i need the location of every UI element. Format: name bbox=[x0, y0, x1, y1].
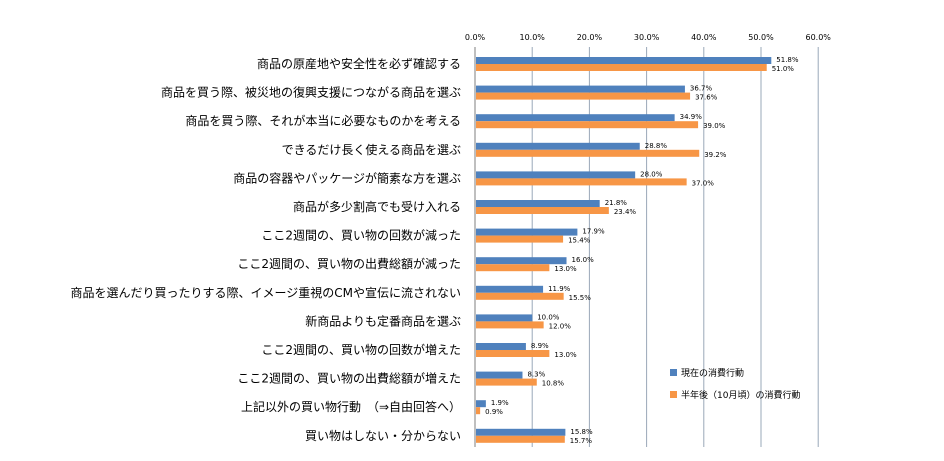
data-label-future: 15.7% bbox=[570, 437, 593, 445]
bar-future bbox=[476, 207, 609, 214]
bar-future bbox=[476, 149, 700, 157]
category-label: ここ2週間の、買い物の出費総額が減った bbox=[237, 256, 461, 271]
x-tick-label: 40.0% bbox=[691, 33, 717, 42]
bar-future bbox=[476, 378, 537, 386]
x-tick-label: 60.0% bbox=[805, 33, 831, 42]
category-label: 商品を買う際、それが本当に必要なものかを考える bbox=[185, 113, 461, 128]
category-label: 商品が多少割高でも受け入れる bbox=[293, 199, 461, 214]
legend-label-current: 現在の消費行動 bbox=[681, 367, 744, 379]
x-tick-label: 30.0% bbox=[634, 33, 660, 42]
bar-current bbox=[476, 257, 567, 265]
data-label-current: 1.9% bbox=[491, 399, 509, 407]
data-label-future: 37.6% bbox=[695, 94, 718, 102]
data-label-current: 28.8% bbox=[645, 142, 668, 150]
data-label-current: 8.9% bbox=[531, 342, 549, 350]
bar-future bbox=[476, 435, 565, 443]
data-labels: 51.8%51.0% 36.7%37.6% 34.9%39.0% 28.8% 39.2%… bbox=[485, 56, 799, 445]
category-label: ここ2週間の、買い物の回数が増えた bbox=[261, 342, 461, 357]
data-label-future: 10.8% bbox=[542, 380, 565, 388]
bar-future bbox=[476, 92, 691, 100]
bar-future bbox=[476, 264, 550, 272]
category-label: 上記以外の買い物行動 （⇒自由回答へ） bbox=[241, 399, 461, 414]
bar-current bbox=[476, 114, 675, 122]
legend-label-future: 半年後（10月頃）の消費行動 bbox=[681, 389, 800, 401]
data-label-current: 34.9% bbox=[680, 113, 703, 121]
data-label-current: 11.9% bbox=[548, 285, 571, 293]
bar-current bbox=[476, 142, 640, 150]
category-label: 商品の容器やパッケージが簡素な方を選ぶ bbox=[233, 170, 461, 185]
bar-current bbox=[476, 228, 578, 236]
category-label: 買い物はしない・分からない bbox=[305, 429, 461, 443]
bar-current bbox=[476, 428, 566, 436]
data-label-current: 16.0% bbox=[572, 256, 595, 264]
bar-future bbox=[476, 321, 544, 329]
data-label-current: 17.9% bbox=[582, 228, 605, 236]
bar-future bbox=[476, 178, 687, 186]
x-tick-label: 50.0% bbox=[748, 33, 774, 42]
bar-current bbox=[476, 343, 526, 350]
bar-current bbox=[476, 200, 600, 207]
category-labels: 商品の原産地や安全性を必ず確認する商品を買う際、被災地の復興支援につながる商品を… bbox=[71, 56, 462, 443]
data-label-future: 15.4% bbox=[568, 237, 591, 245]
legend: 現在の消費行動 半年後（10月頃）の消費行動 bbox=[670, 367, 800, 401]
data-label-future: 13.0% bbox=[554, 351, 577, 359]
data-label-future: 23.4% bbox=[614, 208, 637, 216]
x-tick-label: 0.0% bbox=[465, 33, 486, 42]
data-label-future: 15.5% bbox=[569, 294, 592, 302]
bar-current bbox=[476, 371, 523, 379]
grid-lines bbox=[474, 47, 819, 447]
bar-future bbox=[476, 235, 564, 243]
bar-current bbox=[476, 285, 544, 293]
category-label: ここ2週間の、買い物の出費総額が増えた bbox=[237, 371, 461, 386]
category-label: ここ2週間の、買い物の回数が減った bbox=[261, 228, 461, 243]
data-label-future: 51.0% bbox=[772, 65, 795, 73]
x-tick-label: 10.0% bbox=[519, 33, 545, 42]
category-label: 商品の原産地や安全性を必ず確認する bbox=[257, 56, 461, 71]
bar-current bbox=[476, 400, 486, 408]
category-label: 新商品よりも定番商品を選ぶ bbox=[305, 313, 461, 328]
data-label-current: 15.8% bbox=[570, 428, 593, 436]
data-label-future: 12.0% bbox=[549, 322, 572, 330]
bar-future bbox=[476, 121, 699, 129]
data-label-future: 39.0% bbox=[703, 122, 726, 130]
category-label: 商品を選んだり買ったりする際、イメージ重視のCMや宣伝に流されない bbox=[71, 285, 462, 300]
legend-swatch-future bbox=[670, 391, 677, 398]
bar-future bbox=[476, 350, 550, 357]
data-label-future: 0.9% bbox=[485, 408, 503, 416]
category-label: 商品を買う際、被災地の復興支援につながる商品を選ぶ bbox=[161, 85, 461, 100]
data-label-current: 51.8% bbox=[776, 56, 799, 64]
x-tick-label: 20.0% bbox=[577, 33, 603, 42]
x-axis-ticks: 0.0% 10.0% 20.0% 30.0% 40.0% 50.0% 60.0% bbox=[465, 33, 831, 42]
bar-current bbox=[476, 171, 636, 179]
data-label-future: 13.0% bbox=[554, 265, 577, 273]
data-label-current: 21.8% bbox=[605, 199, 628, 207]
bar-future bbox=[476, 64, 767, 71]
bar-current bbox=[476, 314, 533, 322]
data-label-current: 10.0% bbox=[537, 313, 560, 321]
data-label-future: 37.0% bbox=[692, 179, 715, 187]
data-label-current: 28.0% bbox=[640, 170, 663, 178]
bar-current bbox=[476, 85, 685, 93]
bar-future bbox=[476, 292, 564, 300]
bar-future bbox=[476, 407, 481, 415]
data-label-current: 36.7% bbox=[690, 85, 713, 93]
legend-swatch-current bbox=[670, 369, 677, 376]
bar-current bbox=[476, 57, 772, 64]
data-label-current: 8.3% bbox=[527, 371, 545, 379]
bars bbox=[476, 57, 772, 443]
data-label-future: 39.2% bbox=[704, 151, 727, 159]
category-label: できるだけ長く使える商品を選ぶ bbox=[282, 142, 461, 157]
